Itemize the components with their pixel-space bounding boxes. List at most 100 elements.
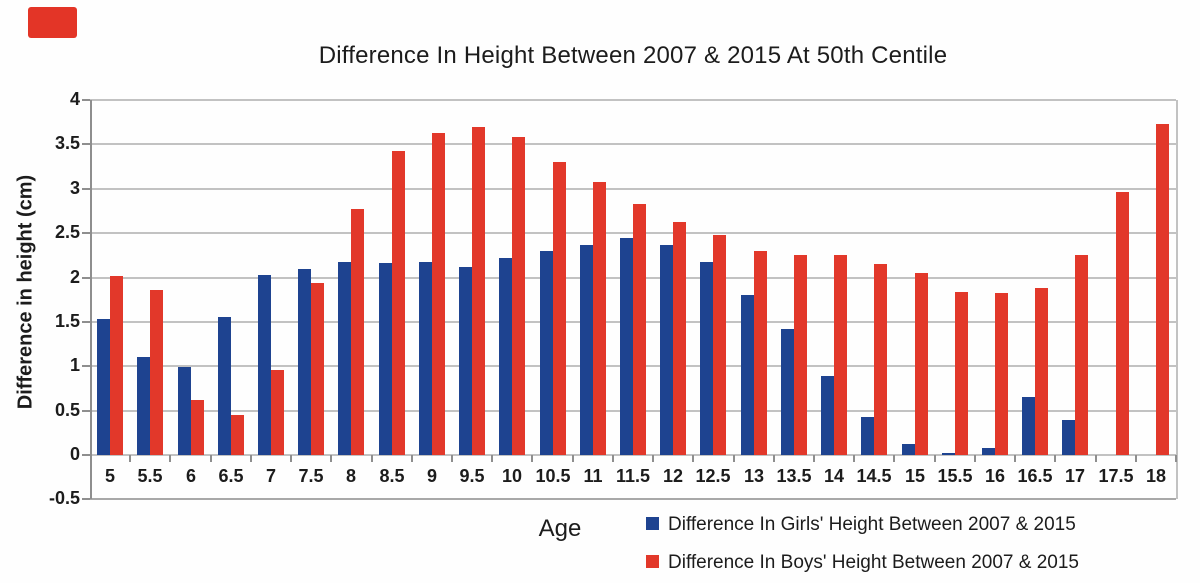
boys-bar-age-8.5: [392, 151, 405, 455]
x-axis-tick: [893, 455, 895, 462]
girls-bar-age-10.5: [540, 251, 553, 455]
boys-legend-label: Difference In Boys' Height Between 2007 …: [668, 552, 1079, 573]
y-axis-tick: [82, 454, 90, 456]
girls-bar-age-9: [419, 262, 432, 455]
girls-bar-age-15: [902, 444, 915, 455]
x-axis-tick: [773, 455, 775, 462]
y-axis-line: [90, 100, 92, 499]
x-axis-tick: [491, 455, 493, 462]
x-axis-tick: [290, 455, 292, 462]
x-tick-label: 15: [904, 466, 926, 486]
y-axis-tick: [82, 498, 90, 501]
x-tick-label: 18: [1145, 466, 1167, 486]
x-axis-tick: [330, 455, 332, 462]
plot-right-border: [1176, 100, 1178, 499]
x-tick-label: 5.5: [137, 466, 163, 486]
girls-bar-age-6: [178, 367, 191, 455]
boys-bar-age-13: [754, 251, 767, 455]
x-tick-label: 14.5: [856, 466, 892, 486]
x-tick-label: 7.5: [298, 466, 324, 486]
grid-line: [90, 99, 1176, 101]
x-axis-tick: [451, 455, 453, 462]
girls-bar-age-14: [821, 376, 834, 455]
boys-bar-age-12.5: [713, 235, 726, 455]
boys-bar-age-18: [1156, 124, 1169, 455]
y-tick-label: 1.5: [54, 310, 80, 331]
boys-bar-age-9.5: [472, 127, 485, 455]
x-tick-label: 15.5: [937, 466, 973, 486]
boys-bar-age-17: [1075, 255, 1088, 455]
y-tick-label: 2: [69, 266, 80, 287]
boys-bar-age-6.5: [231, 415, 244, 455]
boys-bar-age-14: [834, 255, 847, 455]
x-tick-label: 16.5: [1017, 466, 1053, 486]
x-tick-label: 6.5: [218, 466, 244, 486]
grid-line: [90, 143, 1176, 146]
x-tick-label: 17: [1064, 466, 1086, 486]
x-tick-label: 13.5: [776, 466, 812, 486]
x-tick-label: 8: [345, 466, 356, 486]
boys-bar-age-5: [110, 276, 123, 455]
boys-bar-age-15.5: [955, 292, 968, 455]
y-tick-label: 4: [69, 89, 80, 109]
x-tick-label: 16: [984, 466, 1006, 486]
boys-bar-age-16.5: [1035, 288, 1048, 455]
girls-bar-age-6.5: [218, 317, 231, 455]
x-tick-label: 9.5: [459, 466, 485, 486]
x-tick-label: 10.5: [535, 466, 571, 486]
y-axis-tick: [82, 320, 90, 323]
boys-bar-age-11.5: [633, 204, 646, 455]
x-axis-tick: [371, 455, 373, 462]
x-tick-label: 9: [426, 466, 437, 486]
boys-bar-age-15: [915, 273, 928, 455]
grid-line: [90, 498, 1176, 501]
girls-bar-age-10: [499, 258, 512, 455]
girls-bar-age-12.5: [700, 262, 713, 455]
girls-bar-age-15.5: [942, 453, 955, 455]
girls-legend-swatch-icon: [646, 517, 659, 530]
x-axis-tick: [1095, 455, 1097, 462]
girls-bar-age-7: [258, 275, 271, 455]
x-tick-label: 12: [662, 466, 684, 486]
girls-bar-age-9.5: [459, 267, 472, 455]
x-axis-tick: [934, 455, 936, 462]
girls-bar-age-11.5: [620, 238, 633, 455]
x-axis-tick: [169, 455, 171, 462]
grid-line: [90, 187, 1176, 190]
y-tick-label: 0.5: [54, 399, 80, 420]
x-tick-label: 8.5: [379, 466, 405, 486]
girls-bar-age-5: [97, 319, 110, 455]
y-tick-label: 1: [69, 355, 80, 376]
x-tick-label: 6: [185, 466, 196, 486]
y-tick-label: 0: [69, 444, 80, 464]
x-axis-tick: [210, 455, 212, 462]
x-axis-tick: [853, 455, 855, 462]
girls-bar-age-13.5: [781, 329, 794, 455]
boys-bar-age-17.5: [1116, 192, 1129, 455]
girls-bar-age-8.5: [379, 263, 392, 455]
x-axis-tick: [1014, 455, 1016, 462]
x-tick-label: 11.5: [615, 466, 651, 486]
red-logo-mark: [28, 7, 77, 38]
x-axis-tick: [1175, 455, 1177, 462]
girls-bar-age-8: [338, 262, 351, 455]
boys-bar-age-16: [995, 293, 1008, 455]
boys-bar-age-5.5: [150, 290, 163, 455]
x-tick-label: 12.5: [695, 466, 731, 486]
y-tick-label: 3: [69, 177, 80, 198]
y-axis-tick: [82, 409, 90, 412]
boys-bar-age-11: [593, 182, 606, 455]
x-axis-tick: [1135, 455, 1137, 462]
y-axis-tick: [82, 232, 90, 235]
y-tick-label: -0.5: [48, 488, 80, 509]
boys-bar-age-14.5: [874, 264, 887, 455]
y-axis-tick: [82, 187, 90, 190]
girls-bar-age-7.5: [298, 269, 311, 455]
y-axis-tick: [82, 143, 90, 146]
y-axis-tick: [82, 365, 90, 368]
x-axis-tick: [250, 455, 252, 462]
boys-bar-age-9: [432, 133, 445, 455]
x-axis-tick: [612, 455, 614, 462]
grid-line: [90, 454, 1176, 456]
